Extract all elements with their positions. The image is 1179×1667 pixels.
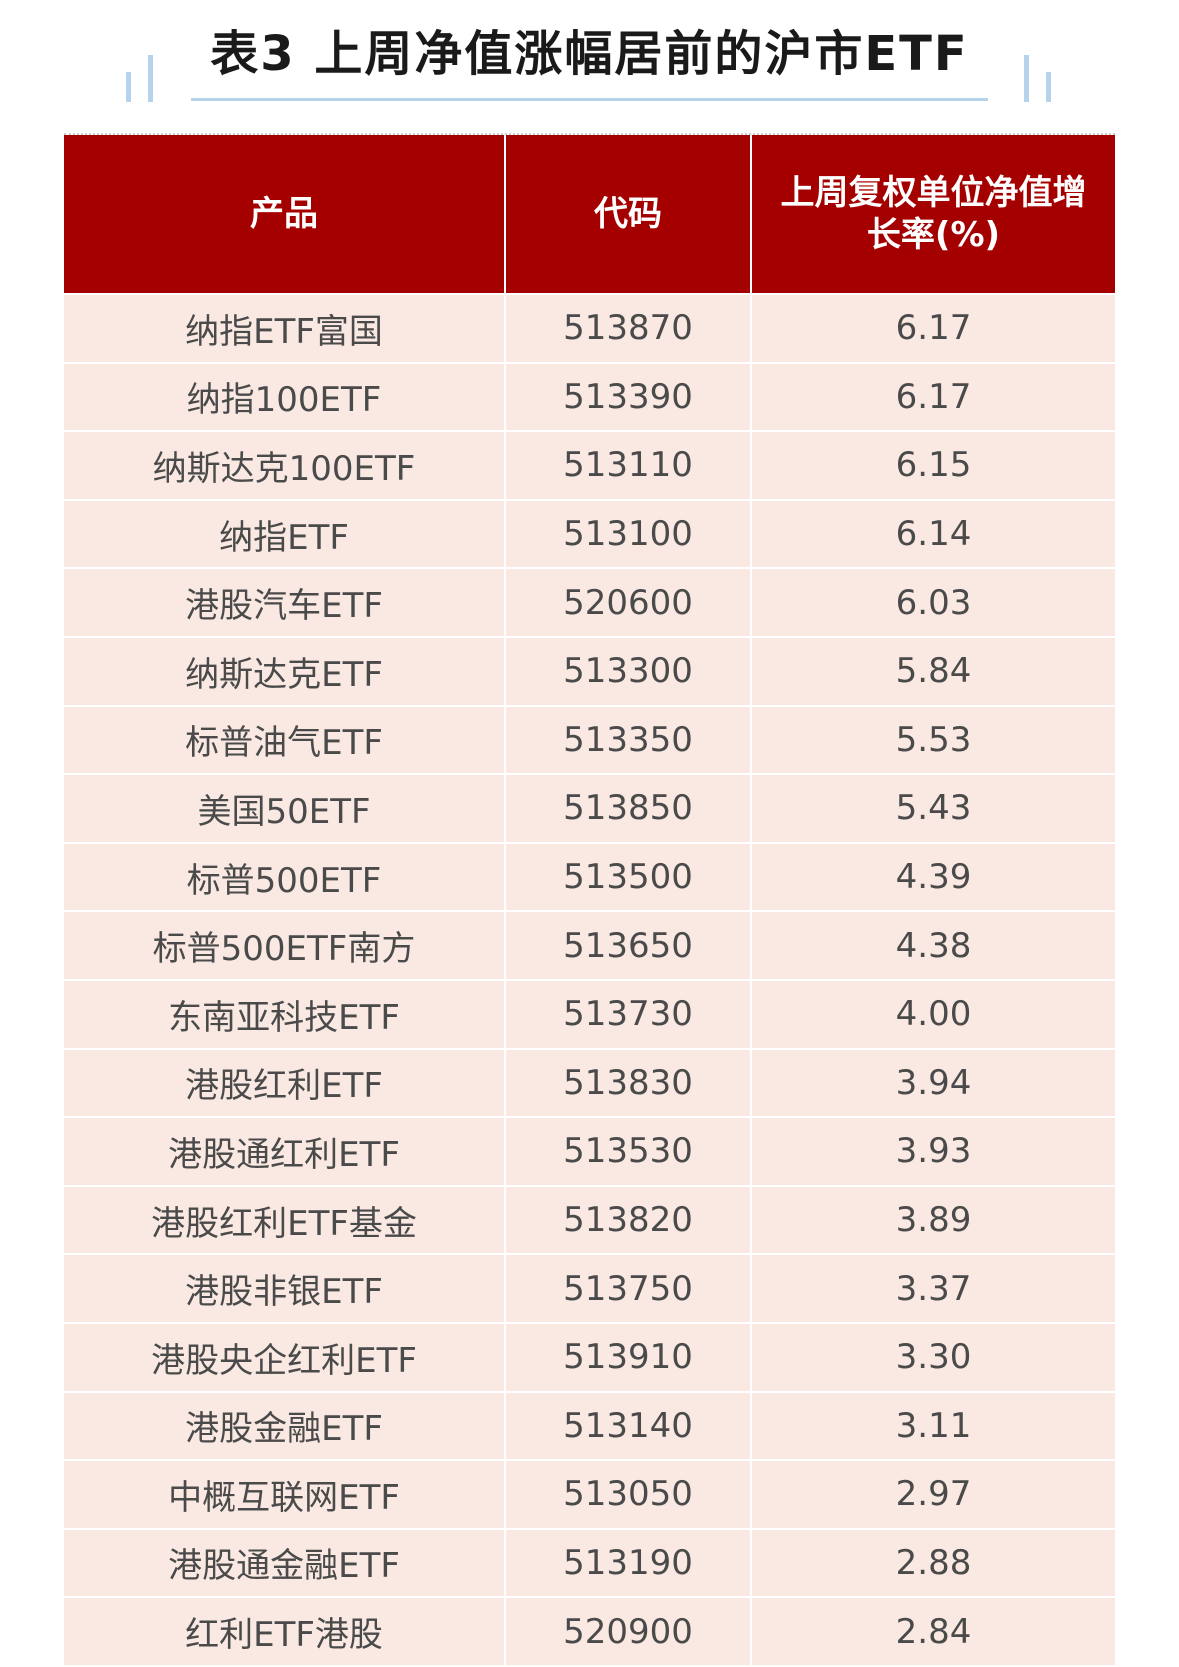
cell-product: 港股汽车ETF [64,569,506,636]
cell-code: 513190 [506,1529,752,1597]
decor-bar [148,55,153,102]
table-row: 标普500ETF南方 513650 4.38 [64,912,1115,981]
cell-growth: 3.30 [895,1337,972,1378]
cell-product: 红利ETF港股 [64,1598,506,1665]
cell-product: 标普500ETF南方 [64,912,506,979]
cell-product: 港股红利ETF基金 [64,1186,506,1254]
cell-growth: 5.84 [895,651,972,692]
cell-code: 513830 [506,1049,752,1117]
cell-product: 标普油气ETF [64,706,506,774]
cell-product: 纳指100ETF [64,363,506,431]
cell-code: 513850 [506,775,752,842]
cell-product: 港股金融ETF [64,1392,506,1460]
table-row: 红利ETF港股 520900 2.84 [64,1598,1115,1667]
cell-code: 513730 [506,980,752,1048]
table-row: 港股红利ETF 513830 3.94 [64,1049,1115,1119]
table-row: 港股汽车ETF 520600 6.03 [64,569,1115,638]
table-row: 纳指ETF富国 513870 6.17 [64,295,1115,364]
cell-growth: 4.39 [895,857,972,898]
table-title: 表3 上周净值涨幅居前的沪市ETF [210,26,969,82]
header-product: 产品 [64,135,506,293]
table-row: 港股通金融ETF 513190 2.88 [64,1529,1115,1599]
table-row: 标普500ETF 513500 4.39 [64,843,1115,913]
cell-product: 中概互联网ETF [64,1461,506,1528]
cell-growth: 6.17 [895,308,972,349]
cell-growth: 4.38 [895,925,972,966]
cell-code: 520900 [506,1598,752,1665]
cell-growth: 3.93 [895,1131,972,1172]
table-row: 港股红利ETF基金 513820 3.89 [64,1186,1115,1256]
cell-growth: 5.43 [895,788,972,829]
cell-product: 纳指ETF富国 [64,295,506,362]
cell-code: 513820 [506,1186,752,1254]
table-header: 产品 代码 上周复权单位净值增长率(%) [64,135,1115,295]
cell-product: 纳斯达克ETF [64,637,506,705]
table-row: 港股非银ETF 513750 3.37 [64,1255,1115,1324]
table-row: 纳斯达克100ETF 513110 6.15 [64,432,1115,501]
cell-product: 港股红利ETF [64,1049,506,1117]
divider [64,133,1115,135]
table-row: 港股央企红利ETF 513910 3.30 [64,1323,1115,1393]
header-code: 代码 [506,135,752,293]
cell-code: 513750 [506,1255,752,1322]
table-row: 美国50ETF 513850 5.43 [64,775,1115,844]
title-underline [191,98,988,101]
cell-product: 港股央企红利ETF [64,1323,506,1391]
cell-code: 513050 [506,1461,752,1528]
cell-growth: 4.00 [895,994,972,1035]
header-growth: 上周复权单位净值增长率(%) [780,173,1087,255]
cell-code: 513650 [506,912,752,979]
table-row: 港股通红利ETF 513530 3.93 [64,1118,1115,1187]
cell-product: 港股非银ETF [64,1255,506,1322]
cell-code: 513140 [506,1392,752,1460]
cell-growth: 2.88 [895,1542,972,1583]
etf-table: 产品 代码 上周复权单位净值增长率(%) 纳指ETF富国 513870 6.17 纳指… [64,135,1115,1667]
cell-growth: 5.53 [895,719,972,760]
cell-product: 美国50ETF [64,775,506,842]
cell-growth: 6.17 [895,376,972,417]
cell-growth: 3.89 [895,1200,972,1241]
table-row: 纳斯达克ETF 513300 5.84 [64,637,1115,707]
table-row: 标普油气ETF 513350 5.53 [64,706,1115,776]
cell-growth: 2.97 [895,1474,972,1515]
cell-growth: 6.14 [895,514,972,555]
cell-code: 513100 [506,500,752,568]
cell-code: 513530 [506,1118,752,1185]
cell-growth: 3.11 [895,1405,972,1446]
table-row: 纳指100ETF 513390 6.17 [64,363,1115,433]
cell-product: 港股通金融ETF [64,1529,506,1597]
decor-bar [126,72,131,102]
table-row: 港股金融ETF 513140 3.11 [64,1392,1115,1462]
cell-code: 513300 [506,637,752,705]
table-row: 东南亚科技ETF 513730 4.00 [64,980,1115,1050]
cell-code: 513350 [506,706,752,774]
cell-growth: 3.37 [895,1268,972,1309]
cell-product: 标普500ETF [64,843,506,911]
cell-product: 纳斯达克100ETF [64,432,506,499]
cell-code: 520600 [506,569,752,636]
cell-growth: 2.84 [895,1611,972,1652]
decor-bar [1046,72,1051,102]
cell-growth: 3.94 [895,1062,972,1103]
cell-growth: 6.03 [895,582,972,623]
cell-product: 纳指ETF [64,500,506,568]
table-row: 中概互联网ETF 513050 2.97 [64,1461,1115,1530]
cell-code: 513500 [506,843,752,911]
cell-growth: 6.15 [895,445,972,486]
cell-code: 513910 [506,1323,752,1391]
cell-product: 港股通红利ETF [64,1118,506,1185]
cell-code: 513390 [506,363,752,431]
cell-code: 513110 [506,432,752,499]
cell-code: 513870 [506,295,752,362]
cell-product: 东南亚科技ETF [64,980,506,1048]
decor-bar [1024,55,1029,102]
table-row: 纳指ETF 513100 6.14 [64,500,1115,570]
